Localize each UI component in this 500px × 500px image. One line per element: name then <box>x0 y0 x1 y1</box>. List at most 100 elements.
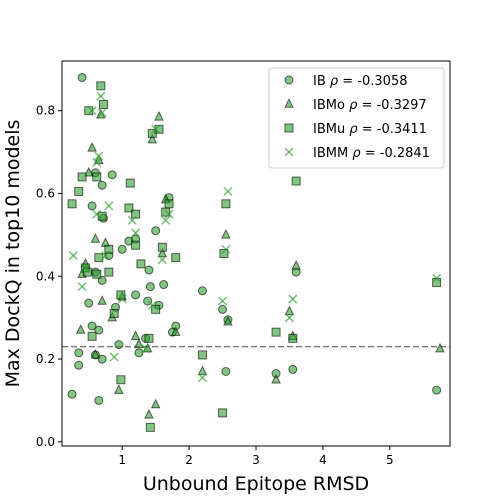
data-point-ibmo <box>90 349 101 359</box>
plot-layer <box>62 73 450 432</box>
data-point-ibmo <box>197 365 208 376</box>
data-point-ib <box>159 280 169 290</box>
data-point-ibmm <box>92 209 102 219</box>
data-point-ibmm <box>104 201 114 211</box>
data-point-ibmo <box>435 342 445 353</box>
data-point-ib <box>94 395 104 405</box>
data-point-ib <box>151 226 161 236</box>
data-point-ib <box>197 286 207 296</box>
data-point-ib <box>74 360 84 370</box>
data-point-ibmm <box>117 294 127 304</box>
x-axis-label: Unbound Epitope RMSD <box>143 473 369 495</box>
x-tick-label: 5 <box>386 453 394 467</box>
data-point-ibmu <box>164 199 174 209</box>
data-point-ibmu <box>87 331 97 341</box>
data-point-ib <box>87 201 97 211</box>
data-point-ibmu <box>219 249 229 258</box>
data-point-ibmu <box>145 422 155 432</box>
legend: IB ρ = -0.3058 IBMo ρ = -0.3297 IBMu ρ = -… <box>268 67 445 169</box>
y-tick-label: 0.8 <box>36 104 55 118</box>
data-point-ibmu <box>104 244 114 254</box>
data-point-ibmu <box>136 259 146 269</box>
data-point-ibmm <box>97 108 107 118</box>
data-point-ibmo <box>144 409 154 419</box>
data-point-ibmm <box>141 344 151 354</box>
legend-marker-ib <box>284 75 294 85</box>
data-point-ibmo <box>291 260 301 270</box>
data-point-ibmu <box>98 99 108 109</box>
data-point-ibmu <box>171 253 181 263</box>
data-point-ibmm <box>164 209 174 219</box>
data-point-ibmm <box>218 296 228 306</box>
data-point-ibmm <box>109 352 119 362</box>
data-point-ibmm <box>223 186 233 196</box>
legend-frame <box>268 67 445 169</box>
data-point-ibmm <box>432 273 442 283</box>
legend-marker-ibmo <box>284 98 294 108</box>
data-point-ibmu <box>116 290 126 300</box>
data-point-ib <box>87 321 97 331</box>
data-point-ib <box>114 340 124 350</box>
data-point-ibmo <box>83 166 94 177</box>
data-point-ibmu <box>221 199 231 209</box>
data-point-ibmu <box>131 209 141 219</box>
data-point-ibmm <box>151 124 161 134</box>
data-point-ib <box>94 325 104 335</box>
y-tick-label: 0.0 <box>36 435 55 449</box>
data-point-ibmo <box>150 398 161 409</box>
data-point-ibmm <box>288 294 298 304</box>
y-tick-label: 0.6 <box>36 186 55 200</box>
data-point-ib <box>432 385 442 395</box>
legend-entry-ibmm: IBMM ρ = -0.2841 <box>313 146 430 161</box>
data-point-ibmo <box>154 110 164 121</box>
data-point-ibmo <box>284 305 295 316</box>
data-point-ib <box>97 180 107 190</box>
data-point-ibmu <box>124 203 134 213</box>
data-point-ibmu <box>288 333 298 343</box>
y-tick-label: 0.2 <box>36 352 55 366</box>
data-point-ibmu <box>96 81 106 91</box>
data-point-ibmo <box>130 330 141 340</box>
data-point-ibmo <box>90 233 101 243</box>
data-point-ibmm <box>94 151 104 161</box>
legend-marker-ibmm <box>284 147 294 157</box>
x-tick-label: 1 <box>118 453 126 467</box>
data-point-ibmm <box>77 282 87 292</box>
data-point-ibmu <box>116 375 126 385</box>
data-point-ibmm <box>100 251 111 261</box>
data-point-ibmu <box>218 408 228 418</box>
data-point-ibmu <box>67 199 77 209</box>
data-point-ibmm <box>92 157 102 167</box>
data-point-ib <box>144 265 154 275</box>
data-point-ibmm <box>147 300 157 310</box>
y-tick-label: 0.4 <box>36 269 55 283</box>
data-point-ibmo <box>75 324 86 334</box>
data-point-ibmo <box>87 142 97 152</box>
data-point-ib <box>288 364 298 374</box>
data-point-ibmo <box>271 373 281 384</box>
data-point-ibmo <box>97 295 107 305</box>
legend-marker-ibmu <box>284 123 294 133</box>
data-point-ibmm <box>161 215 171 225</box>
legend-entry-ibmo: IBMo ρ = -0.3297 <box>313 98 427 113</box>
legend-entry-ib: IB ρ = -0.3058 <box>313 74 408 89</box>
data-point-ib <box>67 389 77 399</box>
data-point-ibmo <box>170 326 181 336</box>
data-point-ibmo <box>114 384 124 394</box>
data-point-ibmo <box>221 228 231 239</box>
data-point-ib <box>131 290 141 300</box>
data-point-ibmu <box>144 333 154 343</box>
data-point-ibmu <box>157 242 167 252</box>
data-point-ibmu <box>77 172 87 182</box>
data-point-ibmo <box>223 315 233 326</box>
data-point-ibmm <box>87 106 97 116</box>
data-point-ibmm <box>80 263 90 273</box>
data-point-ibmm <box>68 251 78 261</box>
data-point-ibmm <box>197 373 208 383</box>
data-point-ibmo <box>147 133 158 144</box>
data-point-ib <box>117 244 127 254</box>
data-point-ibmm <box>221 244 231 254</box>
data-point-ibmu <box>109 309 119 319</box>
data-point-ib <box>77 73 87 83</box>
